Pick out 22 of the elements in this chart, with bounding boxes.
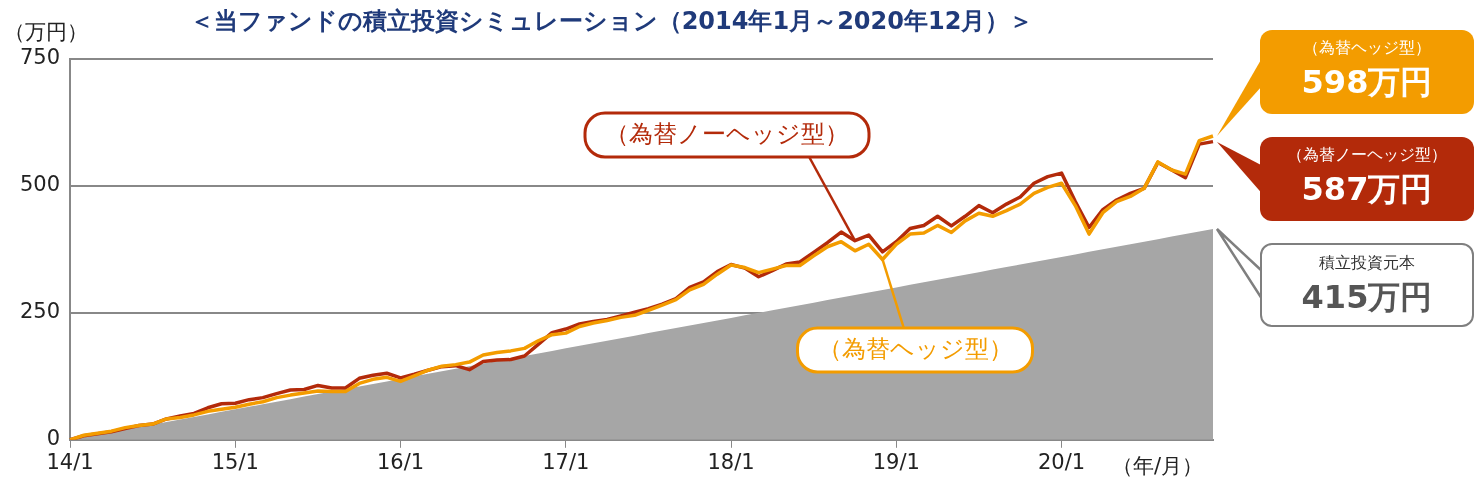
text: 415万円 bbox=[1300, 277, 1434, 318]
x-tick-label: 19/1 bbox=[872, 449, 920, 474]
text: （為替ノーヘッジ型） bbox=[1286, 145, 1448, 166]
chart-title: ＜当ファンドの積立投資シミュレーション（2014年1月～2020年12月）＞ bbox=[189, 6, 1034, 35]
y-tick-label: 750 bbox=[19, 45, 61, 70]
x-tick-label: 14/1 bbox=[46, 449, 94, 474]
text: 598万円 bbox=[1300, 62, 1434, 103]
x-tick-label: 16/1 bbox=[376, 449, 425, 474]
text: （為替ヘッジ型） bbox=[1303, 38, 1431, 57]
x-axis-title: （年/月） bbox=[1112, 453, 1204, 480]
x-tick-label: 15/1 bbox=[211, 449, 259, 474]
text: （為替ヘッジ型） bbox=[817, 335, 1013, 364]
y-tick-label: 250 bbox=[19, 299, 61, 324]
x-tick-label: 20/1 bbox=[1037, 449, 1086, 474]
y-tick-label: 0 bbox=[46, 426, 61, 451]
x-tick-label: 18/1 bbox=[707, 449, 755, 474]
y-tick-label: 500 bbox=[19, 172, 61, 197]
y-axis-title: （万円） bbox=[4, 19, 88, 46]
text: 積立投資元本 bbox=[1318, 253, 1416, 274]
x-tick-label: 17/1 bbox=[542, 449, 590, 474]
text: （為替ノーヘッジ型） bbox=[605, 120, 849, 149]
text: 587万円 bbox=[1300, 169, 1434, 210]
